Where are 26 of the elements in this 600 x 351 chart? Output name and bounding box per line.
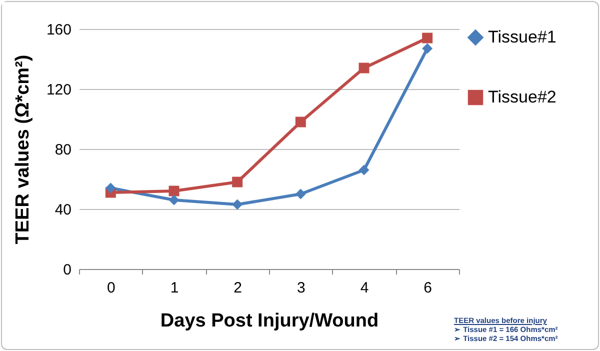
x-tick-label: 0 xyxy=(106,280,116,296)
y-tick-label: 0 xyxy=(63,262,72,278)
point xyxy=(358,62,370,74)
y-tick-label: 160 xyxy=(46,22,72,38)
legend-label: Tissue#2 xyxy=(488,88,556,106)
y-tick-label: 120 xyxy=(46,82,72,98)
point xyxy=(295,116,306,128)
point xyxy=(295,188,306,200)
point xyxy=(168,186,180,196)
point xyxy=(105,182,116,194)
x-tick-label: 1 xyxy=(170,280,179,296)
point xyxy=(168,194,180,206)
x-tick-label: 3 xyxy=(296,280,306,296)
point xyxy=(422,43,433,54)
y-tick-label: 40 xyxy=(54,202,72,218)
point xyxy=(232,176,243,188)
x-tick-label: 6 xyxy=(424,280,432,296)
y-tick-label: 80 xyxy=(54,142,72,158)
point xyxy=(422,32,433,44)
y-axis-title: TEER values (Ω*cm²) xyxy=(12,54,34,244)
point xyxy=(358,164,370,176)
point xyxy=(232,199,243,210)
x-axis-title: Days Post Injury/Wound xyxy=(160,310,379,332)
x-tick-label: 4 xyxy=(360,280,369,296)
legend-label: Tissue#1 xyxy=(488,28,556,46)
x-tick-label: 2 xyxy=(234,280,242,296)
